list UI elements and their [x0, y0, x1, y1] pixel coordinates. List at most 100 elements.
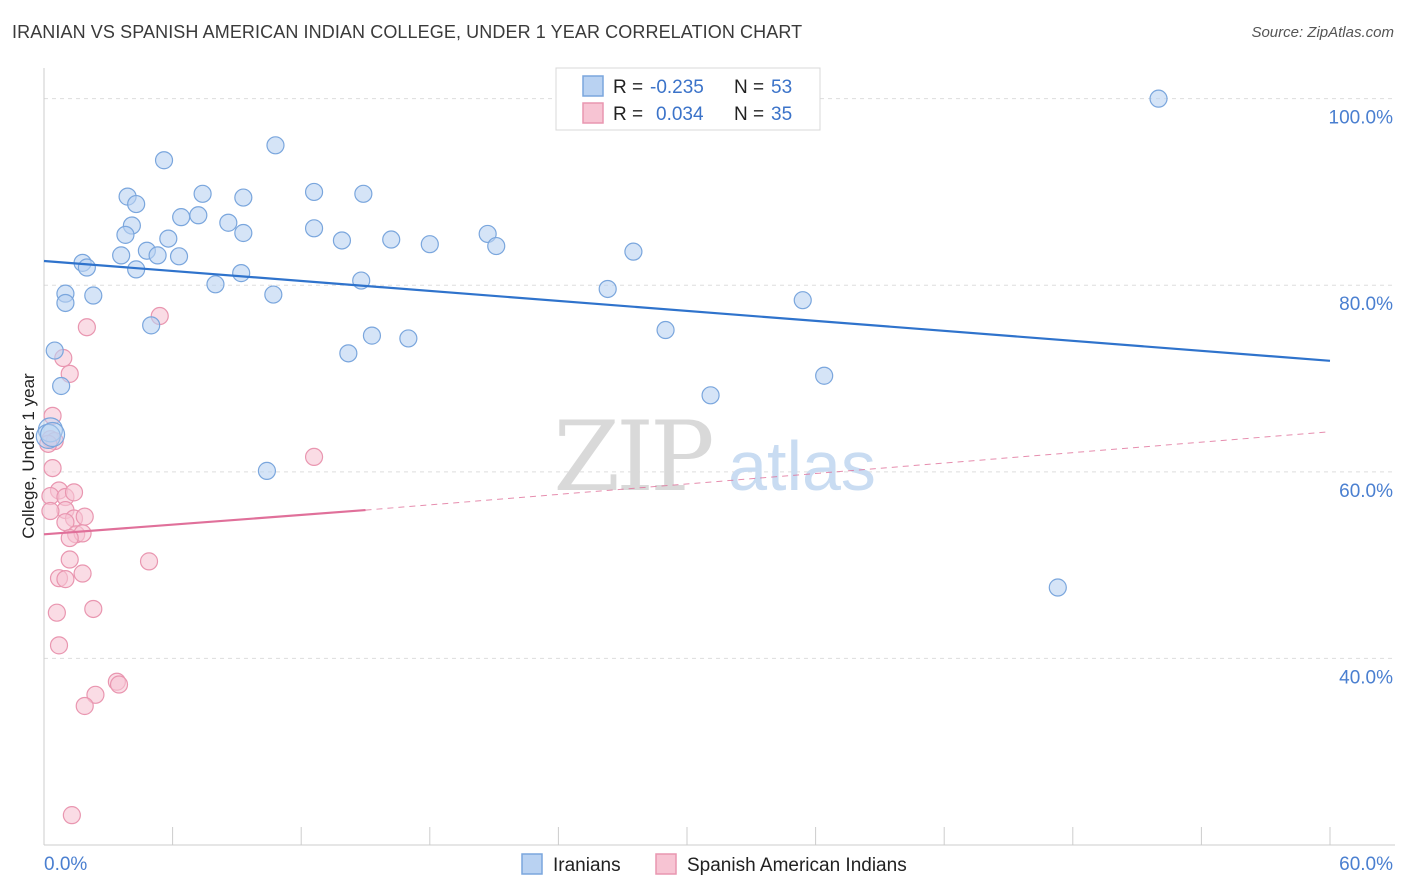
spanish-american-indians-point — [73, 564, 92, 583]
iranians-point — [77, 258, 96, 277]
iranians-point — [127, 194, 146, 214]
iranians-point — [701, 386, 720, 405]
iranians-point — [84, 286, 103, 305]
iranians-point — [206, 275, 225, 294]
legend-n-value-1: 53 — [771, 77, 792, 98]
iranians-point — [148, 246, 167, 265]
iranians-point — [52, 376, 71, 396]
iranians-point — [487, 236, 506, 256]
spanish-american-indians-point — [49, 636, 69, 655]
iranians-point — [189, 206, 208, 225]
iranians-point — [159, 229, 178, 248]
iranians-point — [382, 230, 401, 249]
watermark-zip: ZIP — [553, 401, 712, 513]
legend-r-value-2: 0.034 — [656, 104, 704, 125]
spanish-american-indians-point — [86, 685, 105, 704]
iranians-point — [45, 341, 64, 360]
spanish-american-indians-point — [47, 603, 66, 622]
iranians-point — [39, 421, 66, 448]
iranians-point — [1149, 89, 1168, 108]
iranians-point — [304, 219, 324, 238]
x-tick-labels: 0.0% 60.0% — [44, 854, 1393, 875]
iranians-point — [598, 279, 617, 299]
iranians-point — [193, 184, 212, 203]
legend-n-label-2: N = — [734, 104, 764, 125]
iranians-point — [339, 344, 358, 363]
y-tick-label: 60.0% — [1339, 481, 1393, 502]
bottom-legend-label-iranians: Iranians — [553, 855, 621, 876]
iranians-point — [116, 225, 135, 244]
iranians-point — [112, 246, 131, 265]
bottom-legend: Iranians Spanish American Indians — [521, 853, 907, 876]
iranians-point — [234, 223, 253, 243]
legend-r-label-1: R = — [613, 77, 643, 98]
spanish-american-indians-points — [39, 306, 324, 825]
iranians-point — [172, 208, 191, 227]
iranians-point — [257, 461, 277, 480]
x-tick-label: 0.0% — [44, 854, 87, 875]
iranians-point — [354, 184, 373, 203]
trend-lines — [43, 259, 1331, 536]
iranians-point — [304, 182, 324, 202]
iranians-point — [420, 235, 439, 254]
iranians-point — [232, 264, 251, 283]
watermark-atlas: atlas — [728, 427, 876, 505]
iranians-point — [362, 326, 382, 345]
spanish-american-indians-point — [84, 599, 103, 619]
iranians-point — [332, 231, 352, 250]
legend-swatch-spanish-american-indians — [582, 102, 604, 124]
iranians-point — [219, 213, 238, 232]
watermark: ZIP atlas — [553, 401, 876, 513]
iranians-point — [264, 285, 283, 304]
y-axis-label: College, Under 1 year — [19, 373, 38, 539]
spanish-american-indians-trend-extension — [365, 431, 1331, 511]
spanish-american-indians-point — [43, 458, 62, 478]
iranians-point — [169, 247, 189, 266]
source-label: Source: ZipAtlas.com — [1251, 24, 1394, 41]
y-tick-label: 100.0% — [1329, 108, 1394, 129]
spanish-american-indians-point — [77, 318, 96, 337]
iranians-point — [56, 293, 75, 313]
x-tick-label: 60.0% — [1339, 854, 1393, 875]
iranians-point — [656, 320, 675, 340]
bottom-legend-swatch-spanish-american-indians — [655, 853, 677, 875]
iranians-point — [154, 151, 174, 170]
iranians-point — [35, 423, 61, 449]
legend-swatch-iranians — [582, 75, 604, 97]
iranians-point — [793, 291, 812, 310]
y-tick-label: 80.0% — [1339, 294, 1393, 315]
legend-n-label-1: N = — [734, 77, 764, 98]
iranians-point — [815, 366, 834, 385]
iranians-point — [624, 242, 643, 261]
legend: R = -0.235 N = 53 R = 0.034 N = 35 — [555, 67, 821, 131]
spanish-american-indians-point — [41, 501, 60, 521]
grid-lines — [44, 98, 1395, 659]
axes — [43, 68, 1395, 846]
spanish-american-indians-point — [56, 570, 75, 589]
spanish-american-indians-trend-line — [43, 508, 366, 536]
y-tick-label: 40.0% — [1339, 667, 1393, 688]
spanish-american-indians-point — [75, 507, 94, 526]
iranians-point — [266, 136, 285, 155]
spanish-american-indians-point — [62, 806, 81, 825]
spanish-american-indians-point — [64, 483, 84, 502]
bottom-legend-label-spanish-american-indians: Spanish American Indians — [687, 855, 907, 876]
chart-title: IRANIAN VS SPANISH AMERICAN INDIAN COLLE… — [12, 22, 803, 42]
iranians-trend-line — [43, 259, 1331, 362]
iranians-points — [35, 89, 1168, 597]
legend-n-value-2: 35 — [771, 104, 792, 125]
spanish-american-indians-point — [109, 675, 129, 694]
spanish-american-indians-point — [139, 552, 159, 571]
iranians-point — [142, 316, 161, 335]
spanish-american-indians-point — [304, 447, 324, 467]
spanish-american-indians-point — [60, 550, 79, 569]
legend-r-label-2: R = — [613, 104, 643, 125]
iranians-point — [399, 329, 418, 348]
legend-r-value-1: -0.235 — [650, 77, 704, 98]
bottom-legend-swatch-iranians — [521, 853, 543, 875]
iranians-point — [1048, 578, 1067, 597]
spanish-american-indians-point — [75, 696, 94, 716]
iranians-point — [234, 188, 253, 207]
y-tick-labels: 100.0% 80.0% 60.0% 40.0% — [1329, 108, 1394, 689]
